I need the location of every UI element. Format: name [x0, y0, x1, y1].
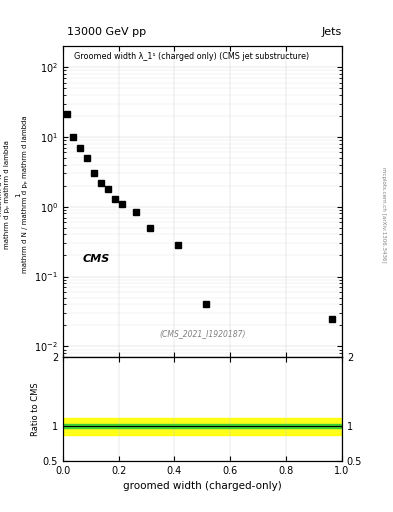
Text: mcplots.cern.ch [arXiv:1306.3436]: mcplots.cern.ch [arXiv:1306.3436]: [381, 167, 386, 263]
Text: 13000 GeV pp: 13000 GeV pp: [67, 27, 146, 37]
Text: CMS: CMS: [83, 254, 110, 265]
Text: Jets: Jets: [321, 27, 342, 37]
Y-axis label: Ratio to CMS: Ratio to CMS: [31, 382, 40, 436]
Text: Groomed width λ_1¹ (charged only) (CMS jet substructure): Groomed width λ_1¹ (charged only) (CMS j…: [74, 52, 309, 61]
Text: mathrm d²N
mathrm d pₚ mathrm d lambda: mathrm d²N mathrm d pₚ mathrm d lambda: [0, 140, 11, 249]
Text: (CMS_2021_I1920187): (CMS_2021_I1920187): [159, 329, 246, 338]
X-axis label: groomed width (charged-only): groomed width (charged-only): [123, 481, 282, 491]
Text: 1
mathrm d N / mathrm d pₚ mathrm d lambda: 1 mathrm d N / mathrm d pₚ mathrm d lamb…: [15, 116, 28, 273]
